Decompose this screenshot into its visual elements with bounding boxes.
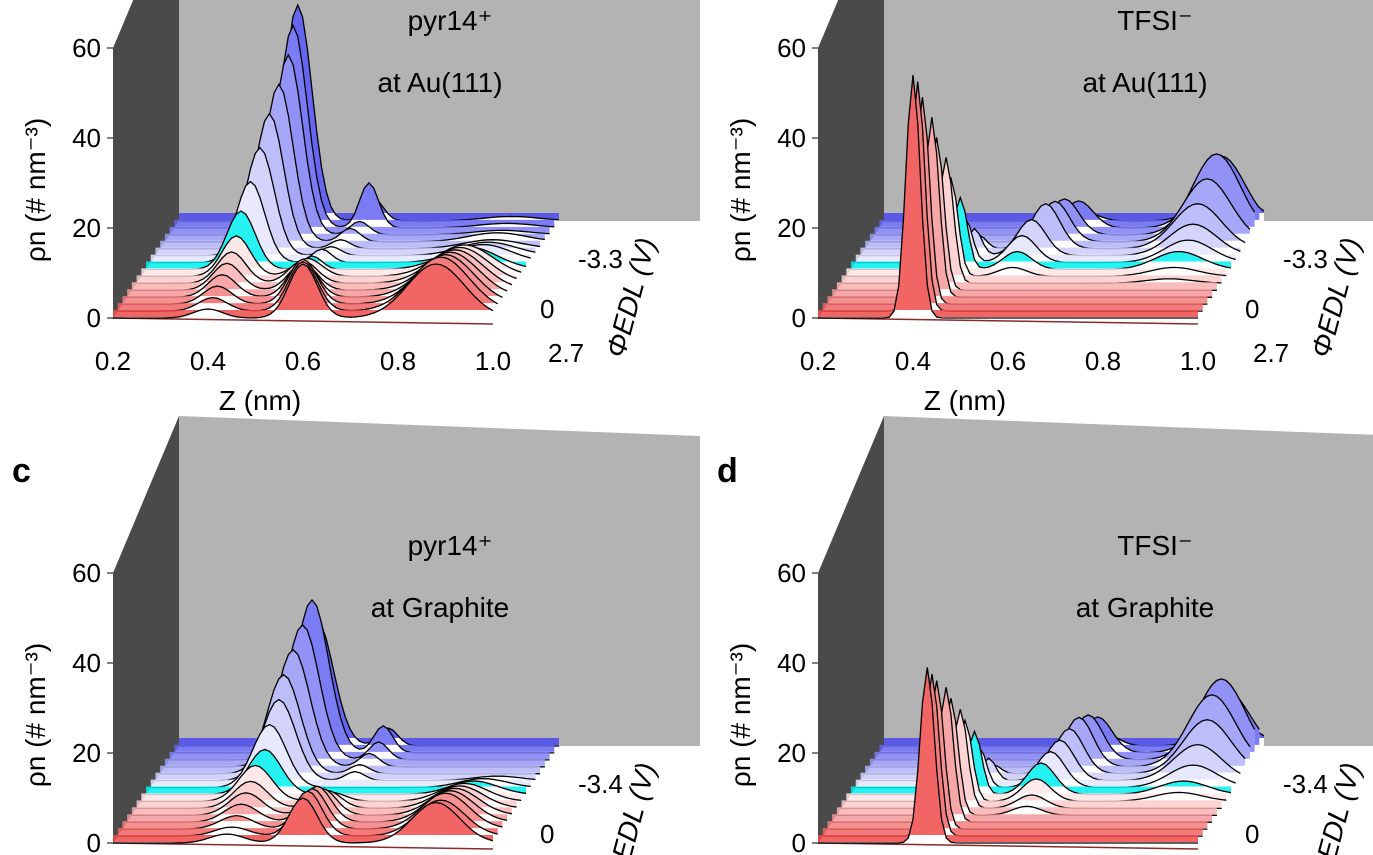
x-axis-label: Z (nm): [924, 385, 1006, 416]
y-tick-label: 20: [777, 213, 806, 243]
series-band-3: [869, 178, 1250, 242]
series-line-9: [136, 246, 517, 285]
x-tick-label: 1.0: [475, 346, 511, 376]
y-tick-label: 20: [777, 738, 806, 768]
series-band-4: [865, 203, 1246, 249]
z-tick-label: -3.4: [1283, 769, 1328, 799]
y-axis-label: ρn (# nm⁻³): [20, 643, 51, 787]
series-line-14: [113, 263, 494, 319]
side-wall: [113, 0, 179, 318]
side-wall: [113, 416, 179, 843]
floor-edge: [817, 317, 1199, 325]
back-wall: [884, 0, 1373, 221]
x-tick-label: 0.6: [285, 346, 321, 376]
x-tick-label: 0.4: [895, 346, 931, 376]
x-tick-label: 1.0: [1180, 346, 1216, 376]
floor-edge: [817, 842, 1199, 850]
z-tick-label: 0: [540, 294, 554, 324]
x-tick-label: 0.6: [990, 346, 1026, 376]
y-axis-label: ρn (# nm⁻³): [725, 118, 756, 262]
y-tick-label: 0: [87, 828, 101, 855]
y-tick-label: 40: [72, 648, 101, 678]
y-axis-label: ρn (# nm⁻³): [20, 118, 51, 262]
panel-letter: c: [12, 452, 31, 490]
series-line-12: [122, 253, 503, 305]
series-line-13: [117, 256, 499, 312]
x-axis-label: Z (nm): [219, 385, 301, 416]
series-line-14: [818, 667, 1198, 844]
y-tick-label: 40: [777, 648, 806, 678]
series-band-5: [860, 219, 1241, 256]
annotation-surface: at Graphite: [371, 592, 510, 623]
y-tick-label: 40: [72, 123, 101, 153]
panel-letter: d: [717, 452, 738, 490]
annotation-surface: at Au(111): [377, 67, 502, 98]
y-tick-label: 60: [777, 33, 806, 63]
series-band-14: [818, 75, 1198, 318]
series-band-7: [851, 197, 1231, 270]
side-wall: [818, 416, 884, 843]
y-axis-label: ρn (# nm⁻³): [725, 643, 756, 787]
x-tick-label: 0.8: [380, 346, 416, 376]
floor-edge: [112, 317, 494, 325]
back-wall: [179, 416, 700, 746]
x-tick-label: 0.2: [800, 346, 836, 376]
y-tick-label: 0: [792, 828, 806, 855]
x-tick-label: 0.2: [95, 346, 131, 376]
y-tick-label: 0: [87, 303, 101, 333]
y-tick-label: 60: [72, 558, 101, 588]
z-tick-label: -3.3: [1283, 244, 1328, 274]
y-tick-label: 20: [72, 213, 101, 243]
z-tick-label: 2.7: [1253, 338, 1289, 368]
annotation-species: TFSI⁻: [1117, 530, 1192, 561]
series-fill-white-7: [851, 197, 1231, 270]
panel-b: 0 20 40 60 0.2 0.4 0.6 0.8 1.0 -3.3 0 2.7 Z (nm) ρn (…: [725, 0, 1373, 416]
y-tick-label: 20: [72, 738, 101, 768]
z-tick-label: -3.4: [578, 769, 623, 799]
series-band-0: [884, 719, 1264, 746]
z-tick-label: 0: [1245, 294, 1259, 324]
z-tick-label: 0: [540, 819, 554, 849]
z-tick-label: -3.3: [578, 244, 623, 274]
side-wall: [818, 0, 884, 318]
annotation-surface: at Au(111): [1082, 67, 1207, 98]
y-tick-label: 60: [72, 33, 101, 63]
series-line-8: [141, 235, 522, 278]
annotation-species: pyr14⁺: [408, 530, 493, 561]
panel-a: 0 20 40 60 0.2 0.4 0.6 0.8 1.0 -3.3 0 2.7 Z (nm) ρn (…: [20, 0, 700, 416]
z-tick-label: 0: [1245, 819, 1259, 849]
annotation-surface: at Graphite: [1076, 592, 1215, 623]
series-line-14: [818, 74, 1198, 319]
annotation-species: pyr14⁺: [408, 5, 493, 36]
x-tick-label: 0.8: [1085, 346, 1121, 376]
back-wall: [884, 416, 1373, 746]
annotation-species: TFSI⁻: [1117, 5, 1192, 36]
series-band-6: [855, 217, 1236, 263]
y-tick-label: 40: [777, 123, 806, 153]
floor-edge: [112, 842, 494, 850]
series-line-14: [113, 797, 494, 844]
y-tick-label: 60: [777, 558, 806, 588]
x-tick-label: 0.4: [190, 346, 226, 376]
z-tick-label: 2.7: [548, 338, 584, 368]
y-tick-label: 0: [792, 303, 806, 333]
series-line-10: [131, 249, 513, 291]
series-band-14: [113, 264, 493, 318]
